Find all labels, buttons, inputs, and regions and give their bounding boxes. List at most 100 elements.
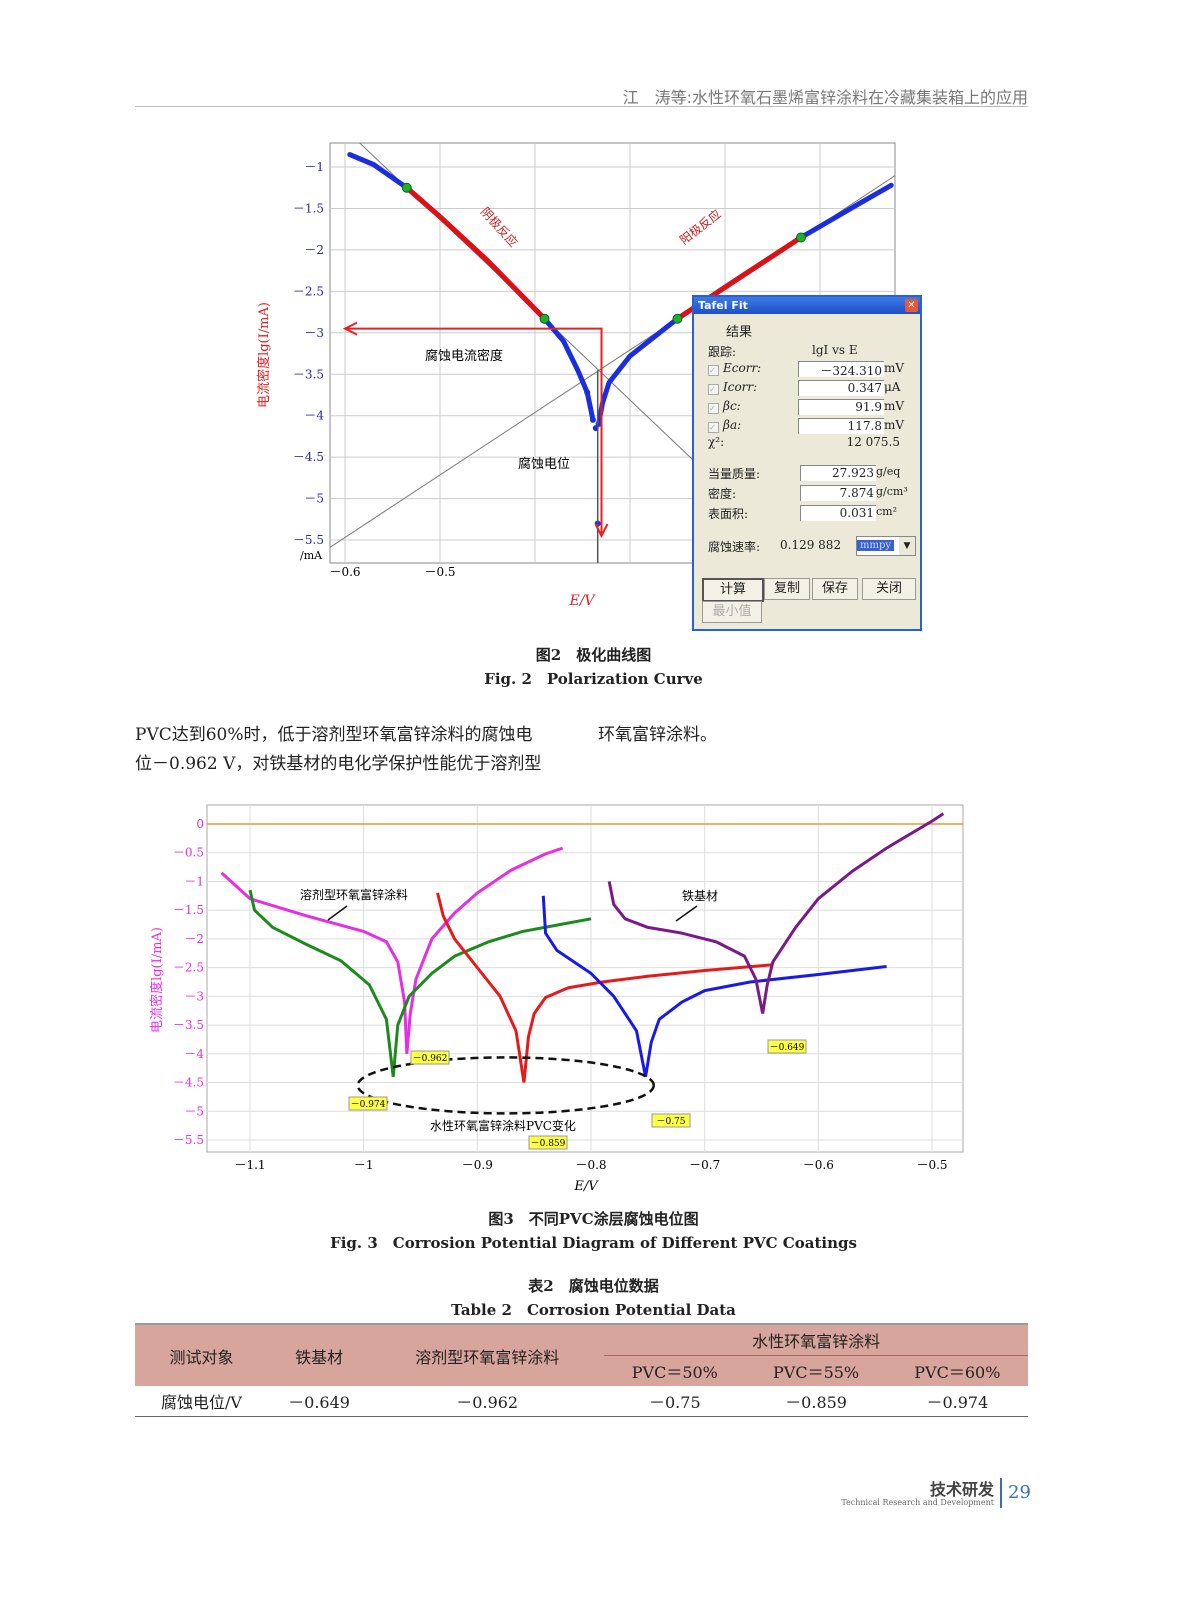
field-label: ✓ βc: xyxy=(708,399,741,414)
rate-value: 0.129 882 xyxy=(780,538,842,552)
rate-unit-select[interactable]: mmpy ▼ xyxy=(856,536,916,556)
chi-value: 12 075.5 xyxy=(846,435,900,449)
fig3-caption-cn: 图3 不同PVC涂层腐蚀电位图 xyxy=(488,1210,699,1228)
dialog-titlebar: Tafel Fit ✕ xyxy=(694,297,920,314)
fig3-ytick-label: －5 xyxy=(184,1104,204,1118)
field-label-text: Icorr: xyxy=(723,380,758,394)
fig3-plot-area xyxy=(206,804,964,1153)
fig2-ytick-label: －5 xyxy=(304,492,324,506)
copy-button[interactable]: 复制 xyxy=(764,578,810,600)
fig2-xtick-label: －0.6 xyxy=(329,565,360,579)
table2-caption-en: Table 2 Corrosion Potential Data xyxy=(451,1301,736,1319)
field-value-input[interactable]: 91.9 xyxy=(798,399,884,415)
cell-pvc60: －0.974 xyxy=(886,1386,1028,1417)
field-value-input[interactable]: 0.347 xyxy=(798,380,884,396)
cell-solvent: －0.962 xyxy=(370,1386,605,1417)
series-3-cathodic-curve xyxy=(541,895,648,1078)
fig2-corner-label: /mA xyxy=(300,549,323,562)
fig2-ylabel: 电流密度lg(I/mA) xyxy=(256,302,272,408)
fig3-xtick-label: －1 xyxy=(354,1158,374,1172)
body-right-line-1: 环氧富锌涂料。 xyxy=(598,725,717,745)
body-left-line-1: PVC达到60%时，低于溶剂型环氧富锌涂料的腐蚀电 xyxy=(135,725,533,745)
arrow-iron xyxy=(675,905,698,922)
field-label: ✓ Ecorr: xyxy=(708,361,761,376)
calculate-button[interactable]: 计算 xyxy=(702,578,764,602)
fig2-ytick-label: －1 xyxy=(304,160,324,174)
checkbox[interactable]: ✓ xyxy=(708,422,719,433)
save-button[interactable]: 保存 xyxy=(812,578,858,600)
dialog-param-row: 表面积: 0.031 cm² xyxy=(708,505,908,523)
fig2-ytick-label: －4 xyxy=(304,409,324,423)
rate-label: 腐蚀速率: xyxy=(708,540,761,554)
fig3-xtick-label: －0.5 xyxy=(916,1158,947,1172)
field-value-input[interactable]: －324.310 xyxy=(798,361,884,378)
fig3-ytick-label: －1.5 xyxy=(173,903,204,917)
ecorr-label-text: －0.962 xyxy=(413,1054,448,1064)
fig2-ytick-label: －4.5 xyxy=(293,450,324,464)
dialog-param-row: 密度: 7.874 g/cm³ xyxy=(708,485,908,503)
fig3-ytick-label: －0.5 xyxy=(173,846,204,860)
rate-unit-value: mmpy xyxy=(857,540,895,551)
fig3-ytick-label: 0 xyxy=(196,817,204,831)
col-header-water: 水性环氧富锌涂料 xyxy=(604,1323,1028,1356)
body-left-line-2: 位－0.962 V，对铁基材的电化学保护性能优于溶剂型 xyxy=(135,754,542,774)
ecorr-label-text: －0.75 xyxy=(656,1117,685,1127)
ecorr-label-text: －0.974 xyxy=(351,1100,386,1110)
fig2-ytick-label: －5.5 xyxy=(293,533,324,547)
ecorr-label-box xyxy=(410,1050,450,1065)
cell-pvc50: －0.75 xyxy=(604,1386,746,1417)
fig3-xtick-label: －0.6 xyxy=(803,1158,834,1172)
field-value-input[interactable]: 117.8 xyxy=(798,418,884,434)
fig3-ytick-label: －3.5 xyxy=(173,1018,204,1032)
running-title: 江 涛等:水性环氧石墨烯富锌涂料在冷藏集装箱上的应用 xyxy=(622,88,1028,107)
fig2-caption-en: Fig. 2 Polarization Curve xyxy=(484,670,703,688)
pvc-group-label: 水性环氧富锌涂料PVC变化 xyxy=(430,1118,576,1133)
close-icon[interactable]: ✕ xyxy=(905,299,918,312)
fig2-ytick-label: －2 xyxy=(304,243,324,257)
param-value-input[interactable]: 7.874 xyxy=(800,485,876,501)
col-header-iron: 铁基材 xyxy=(267,1323,371,1386)
trace-label: 跟踪: xyxy=(708,345,737,359)
fig2-xtick-label: －0.5 xyxy=(424,565,455,579)
results-group-label: 结果 xyxy=(726,325,753,340)
header-rule xyxy=(135,106,1028,107)
checkbox[interactable]: ✓ xyxy=(708,384,719,395)
icorr-label: 腐蚀电流密度 xyxy=(425,348,503,364)
param-value-input[interactable]: 27.923 xyxy=(800,465,876,481)
checkbox[interactable]: ✓ xyxy=(708,403,719,414)
param-unit: g/cm³ xyxy=(876,485,908,498)
dialog-field-row: ✓ Icorr: 0.347 μA xyxy=(708,380,908,398)
tafel-fit-dialog: Tafel Fit ✕ 结果 跟踪: lgI vs E ✓ Ecorr: －324.31… xyxy=(692,295,922,631)
field-unit: mV xyxy=(884,418,905,432)
fig3-ytick-label: －3 xyxy=(184,989,204,1003)
dialog-title: Tafel Fit xyxy=(698,299,748,312)
arrow-down-head xyxy=(594,523,609,539)
minimum-button[interactable]: 最小值 xyxy=(702,601,762,623)
fit-endpoint-marker xyxy=(539,313,550,324)
iron-series-label: 铁基材 xyxy=(682,889,718,903)
series-4-cathodic-curve xyxy=(607,881,765,1014)
data-point xyxy=(589,416,596,423)
corrosion-potential-table: 测试对象 铁基材 溶剂型环氧富锌涂料 水性环氧富锌涂料 PVC＝50% PVC＝55% P… xyxy=(135,1323,1028,1417)
close-button[interactable]: 关闭 xyxy=(862,578,916,600)
fig2-ytick-label: －3 xyxy=(304,326,324,340)
series-2-cathodic-curve xyxy=(436,892,526,1083)
field-label: ✓ Icorr: xyxy=(708,380,757,395)
fig3-xlabel: E/V xyxy=(573,1179,599,1194)
ecorr-label: 腐蚀电位 xyxy=(518,457,570,472)
arrow-solvent xyxy=(327,905,348,921)
dialog-field-row: ✓ βc: 91.9 mV xyxy=(708,399,908,417)
red-arrow-path xyxy=(345,327,603,536)
param-value-input[interactable]: 0.031 xyxy=(800,505,876,521)
chevron-down-icon[interactable]: ▼ xyxy=(899,537,915,555)
fig3-xtick-label: －0.8 xyxy=(575,1158,606,1172)
ecorr-label-box xyxy=(348,1096,388,1111)
fig2-ytick-label: －3.5 xyxy=(293,367,324,381)
field-label-text: βc: xyxy=(723,399,741,413)
table2-caption-cn: 表2 腐蚀电位数据 xyxy=(528,1277,659,1295)
col-header-solvent: 溶剂型环氧富锌涂料 xyxy=(370,1323,605,1386)
cell-label: 腐蚀电位/V xyxy=(135,1386,268,1417)
series-2-anodic-curve xyxy=(522,963,774,1083)
fig2-xlabel: E/V xyxy=(568,593,596,609)
checkbox[interactable]: ✓ xyxy=(708,365,719,376)
